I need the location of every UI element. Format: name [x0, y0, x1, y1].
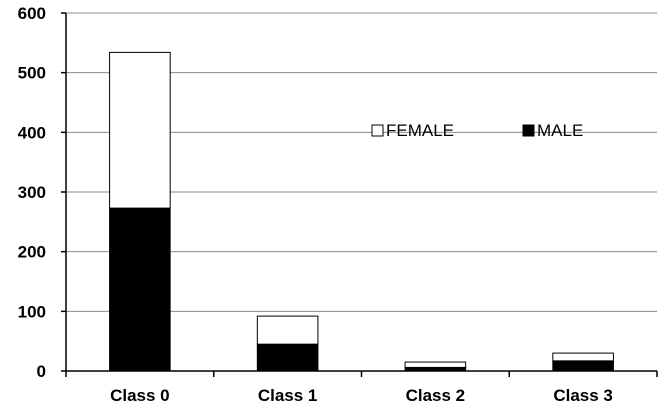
x-tick-label-1: Class 1	[258, 386, 318, 405]
legend-label-male: MALE	[537, 121, 583, 140]
y-tick-label-500: 500	[18, 64, 46, 83]
y-tick-label-300: 300	[18, 183, 46, 202]
y-tick-label-400: 400	[18, 123, 46, 142]
y-tick-label-200: 200	[18, 243, 46, 262]
bar-female-1	[256, 315, 319, 345]
x-tick-label-3: Class 3	[553, 386, 613, 405]
axes	[61, 12, 658, 377]
y-tick-labels: 0 100 200 300 400 500 600	[18, 4, 46, 381]
bar-male-0	[109, 207, 171, 372]
legend: FEMALE MALE	[371, 121, 583, 140]
x-tick-labels: Class 0 Class 1 Class 2 Class 3	[110, 386, 613, 405]
bar-stacks	[109, 51, 614, 372]
bar-female-3	[552, 352, 614, 362]
y-tick-label-600: 600	[18, 4, 46, 23]
x-tick-label-2: Class 2	[406, 386, 466, 405]
legend-swatch-male	[522, 124, 535, 137]
bar-male-3	[552, 360, 614, 372]
bar-female-0	[109, 51, 171, 209]
x-tick-label-0: Class 0	[110, 386, 170, 405]
legend-label-female: FEMALE	[386, 121, 454, 140]
bar-male-1	[256, 343, 319, 372]
bar-female-2	[404, 361, 467, 368]
y-tick-label-0: 0	[37, 362, 46, 381]
y-tick-label-100: 100	[18, 302, 46, 321]
legend-swatch-female	[371, 124, 384, 137]
